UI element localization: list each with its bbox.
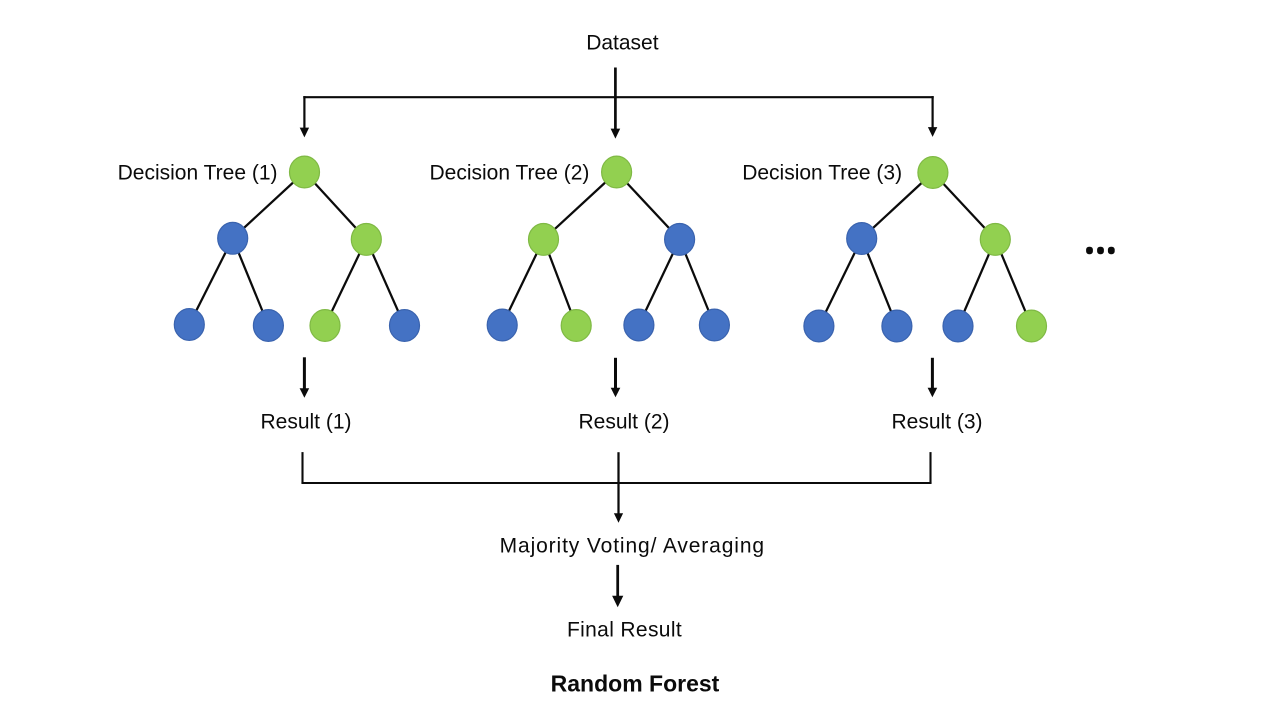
svg-text:Result (2): Result (2) xyxy=(578,411,669,434)
svg-text:Dataset: Dataset xyxy=(586,32,659,55)
svg-text:Decision Tree (3): Decision Tree (3) xyxy=(742,161,902,184)
svg-text:Final Result: Final Result xyxy=(567,618,682,641)
svg-text:Majority Voting/ Averaging: Majority Voting/ Averaging xyxy=(500,534,765,557)
svg-text:Decision Tree (1): Decision Tree (1) xyxy=(118,161,278,184)
svg-text:Decision Tree (2): Decision Tree (2) xyxy=(430,161,590,184)
svg-text:Random Forest: Random Forest xyxy=(551,670,720,696)
svg-text:Result (3): Result (3) xyxy=(891,411,982,434)
svg-text:Result (1): Result (1) xyxy=(260,411,351,434)
